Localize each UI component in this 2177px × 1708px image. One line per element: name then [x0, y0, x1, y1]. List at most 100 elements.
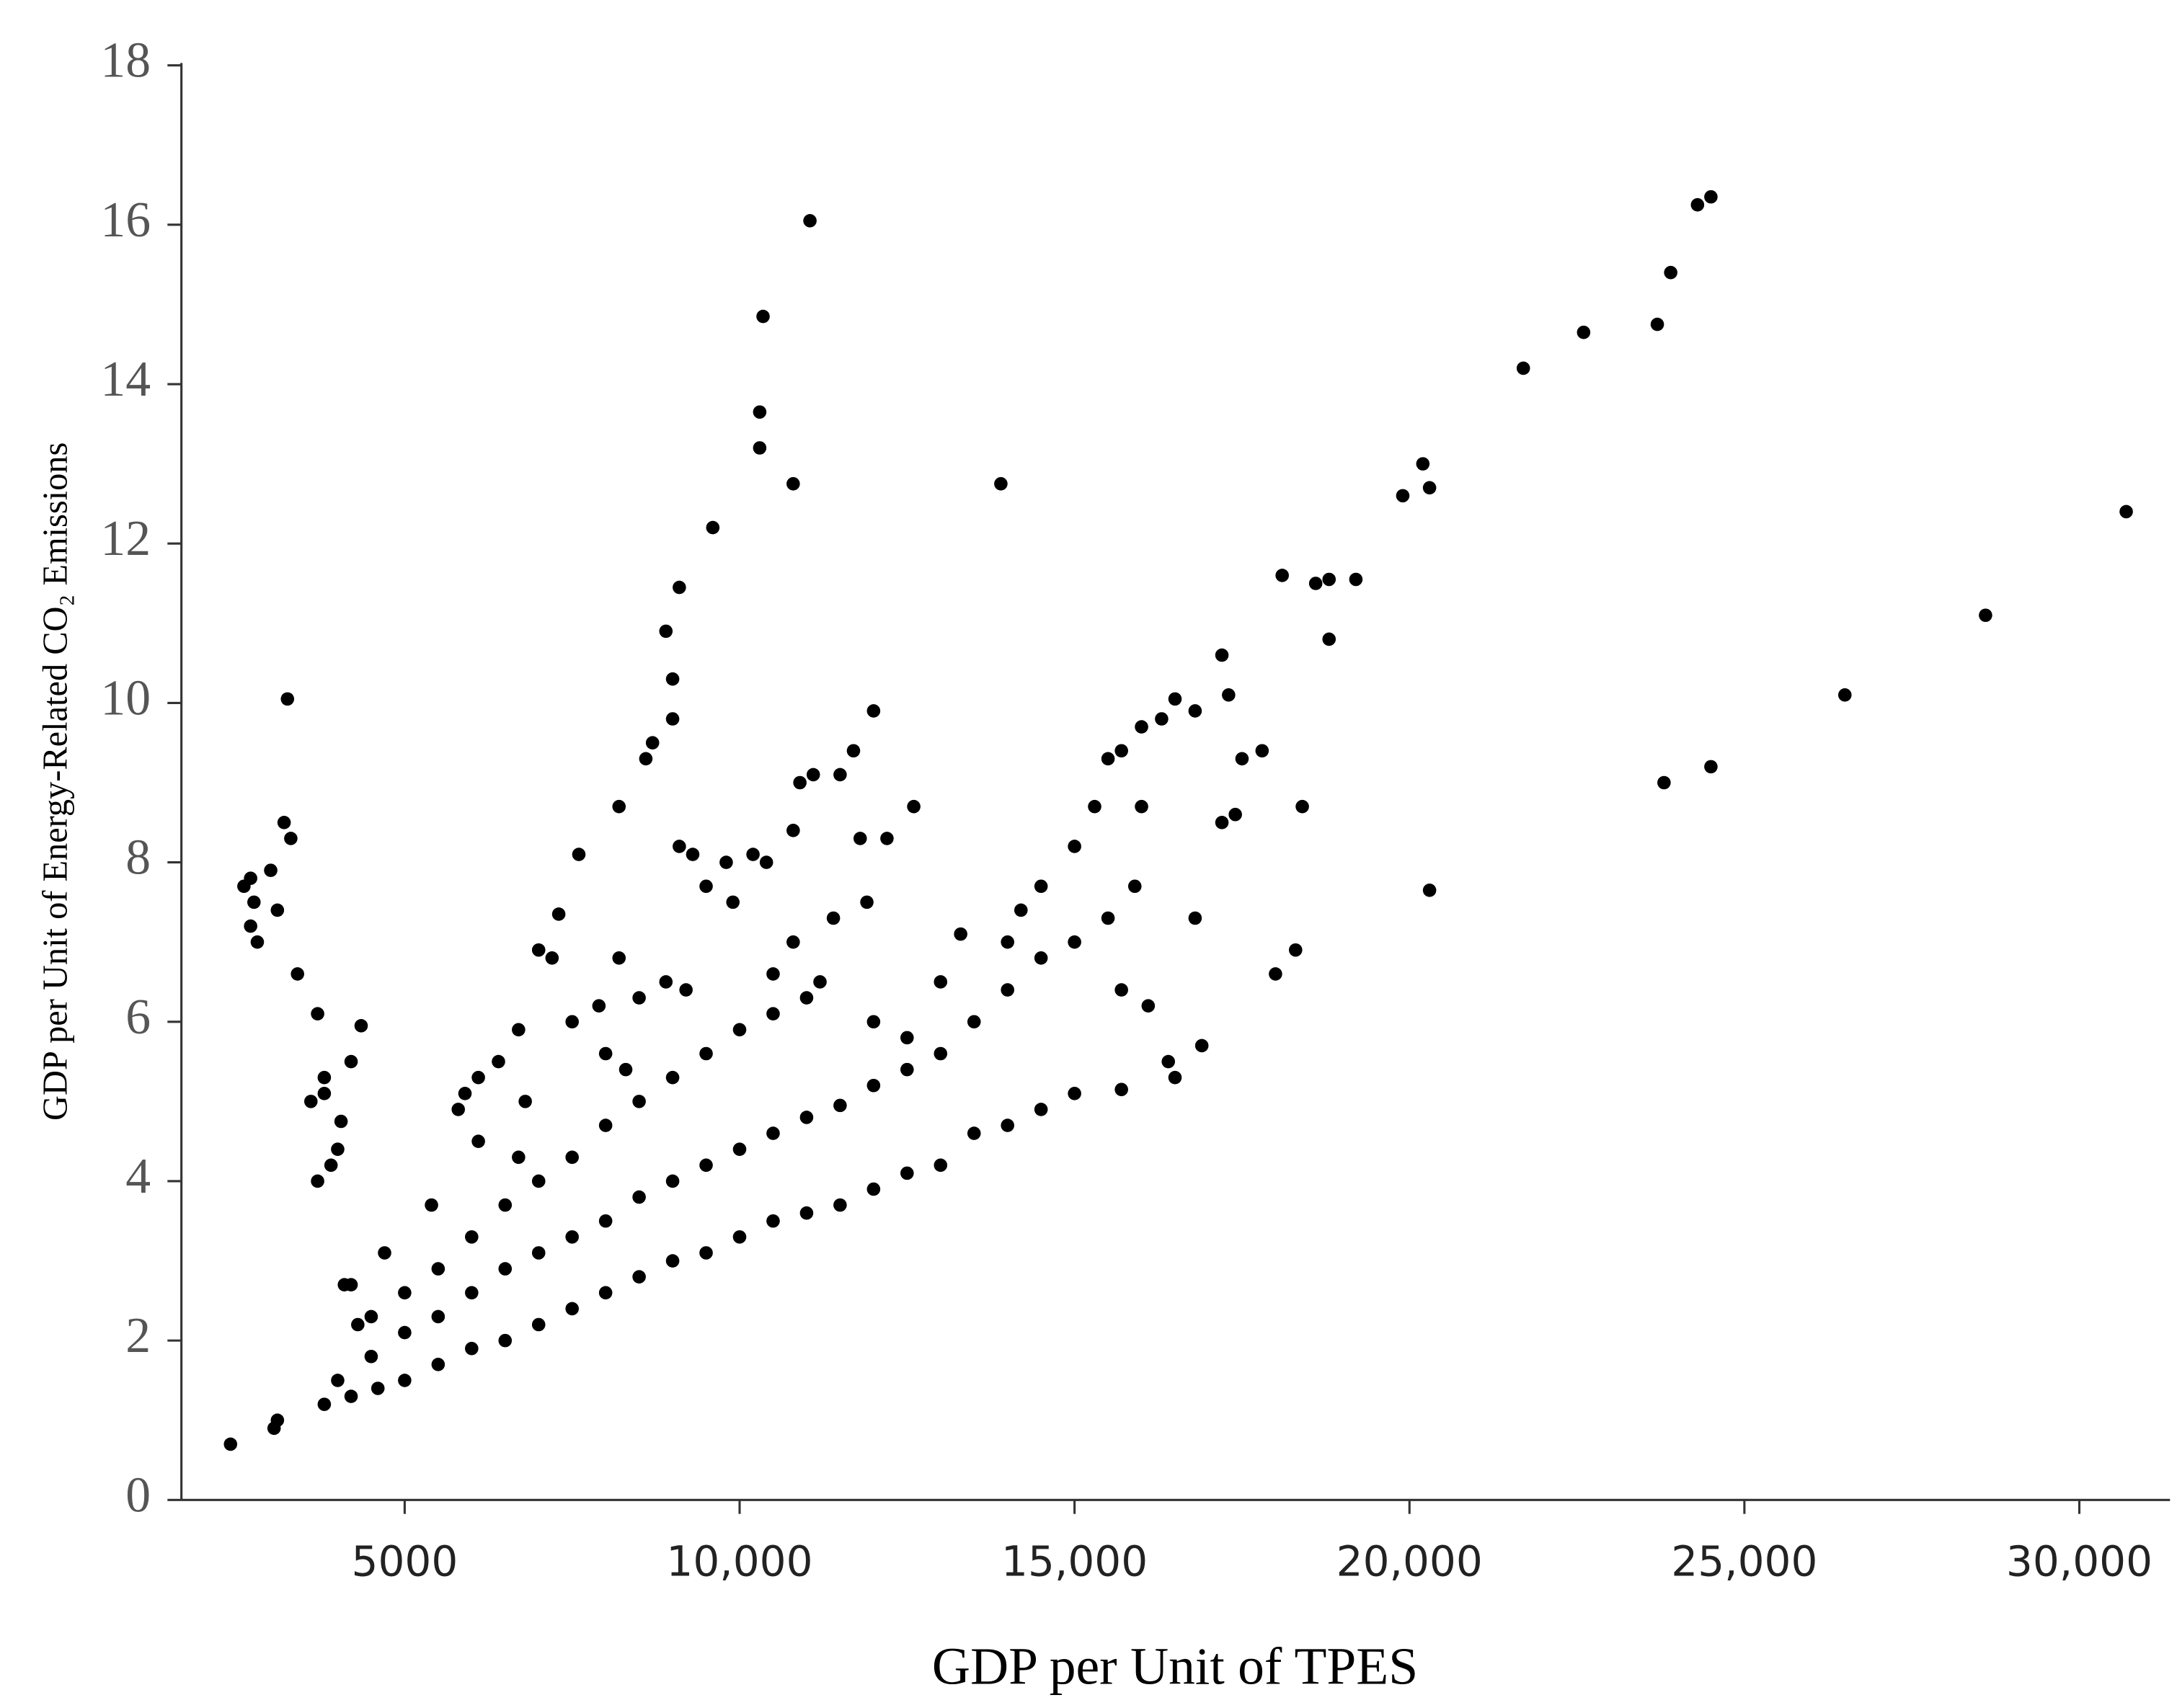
point	[853, 832, 867, 845]
point	[900, 1062, 914, 1077]
point	[498, 1333, 513, 1348]
point	[465, 1230, 479, 1244]
point	[994, 476, 1008, 491]
point	[866, 1015, 881, 1029]
point	[1664, 265, 1677, 280]
point	[1127, 879, 1142, 894]
point	[351, 1317, 365, 1332]
point	[1135, 799, 1148, 814]
point	[673, 840, 686, 853]
point	[632, 991, 646, 1005]
point	[1168, 692, 1182, 706]
point	[1657, 775, 1671, 790]
point	[311, 1007, 324, 1021]
point	[1275, 569, 1289, 582]
point	[431, 1358, 445, 1371]
point	[244, 871, 257, 885]
point	[1235, 752, 1249, 766]
point	[284, 832, 298, 845]
point	[1001, 983, 1014, 997]
y-tick-label: 14	[100, 352, 151, 407]
point	[786, 824, 800, 837]
point	[545, 951, 559, 965]
y-axis-label: GDP per Unit of Energy-Related CO₂ Emiss…	[36, 442, 74, 1121]
point	[699, 879, 713, 894]
point	[1704, 760, 1718, 774]
point	[1269, 967, 1282, 981]
point	[354, 1019, 368, 1033]
point	[1322, 632, 1336, 646]
point	[1704, 190, 1718, 204]
point	[706, 520, 720, 535]
point	[1068, 1087, 1081, 1100]
point	[317, 1087, 332, 1100]
point	[280, 692, 295, 706]
point	[565, 1015, 579, 1029]
point	[645, 736, 660, 750]
point	[766, 1126, 780, 1140]
y-tick-label: 8	[125, 830, 151, 886]
point	[726, 895, 740, 909]
point	[451, 1103, 466, 1116]
point	[934, 1158, 948, 1173]
point	[2119, 504, 2133, 519]
point	[665, 1174, 680, 1188]
point	[331, 1374, 345, 1387]
point	[786, 476, 800, 491]
point	[934, 975, 948, 989]
point	[612, 951, 626, 965]
point	[1034, 1103, 1048, 1116]
point	[900, 1166, 914, 1180]
x-tick-label: 25,000	[1671, 1536, 1817, 1585]
point	[1396, 489, 1410, 503]
point	[398, 1325, 412, 1340]
point	[665, 1070, 680, 1085]
point	[799, 1206, 814, 1220]
x-tick-label: 10,000	[666, 1536, 812, 1585]
point	[1141, 999, 1156, 1013]
point	[303, 1095, 318, 1108]
point	[766, 967, 780, 981]
point	[598, 1286, 613, 1300]
point	[1215, 815, 1229, 829]
point	[471, 1070, 485, 1085]
point	[1215, 648, 1229, 662]
point	[632, 1270, 646, 1284]
point	[1295, 799, 1309, 814]
point	[1222, 688, 1236, 702]
point	[1188, 911, 1202, 925]
y-tick-label: 12	[100, 511, 151, 566]
point	[1034, 879, 1048, 894]
point	[866, 1182, 881, 1196]
point	[531, 943, 546, 957]
point	[1288, 943, 1303, 957]
point	[846, 744, 861, 758]
point	[673, 580, 686, 595]
point	[317, 1070, 332, 1085]
point	[565, 1150, 579, 1165]
point	[799, 991, 814, 1005]
point	[686, 848, 700, 861]
point	[900, 1031, 914, 1045]
point	[458, 1087, 472, 1100]
y-tick-label: 4	[125, 1149, 151, 1204]
point	[759, 855, 773, 869]
point	[1188, 704, 1202, 718]
point	[592, 999, 606, 1013]
x-tick-label: 5000	[352, 1536, 458, 1585]
point	[1135, 720, 1148, 734]
point	[277, 815, 291, 829]
point	[1101, 911, 1115, 925]
y-tick-label: 6	[125, 989, 151, 1045]
point	[699, 1246, 713, 1260]
point	[371, 1382, 385, 1395]
point	[833, 1098, 847, 1113]
point	[364, 1349, 378, 1364]
point	[471, 1134, 485, 1148]
point	[766, 1214, 780, 1228]
point	[531, 1174, 546, 1188]
point	[699, 1158, 713, 1173]
point	[512, 1150, 526, 1165]
x-tick-label: 15,000	[1001, 1536, 1148, 1585]
